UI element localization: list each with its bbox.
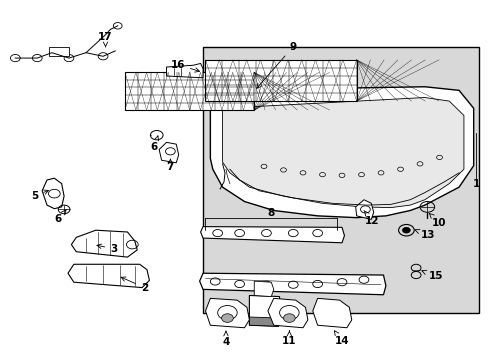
Polygon shape	[68, 264, 149, 288]
Text: 17: 17	[98, 32, 113, 47]
Polygon shape	[166, 63, 203, 78]
Text: 8: 8	[267, 208, 274, 218]
Text: 11: 11	[282, 331, 296, 346]
Bar	[125, 72, 254, 110]
Circle shape	[283, 314, 295, 322]
Circle shape	[402, 227, 409, 233]
Bar	[203, 47, 478, 313]
Polygon shape	[71, 230, 137, 257]
Text: 7: 7	[166, 159, 174, 172]
Text: 1: 1	[471, 179, 479, 189]
Text: 12: 12	[364, 211, 379, 225]
Polygon shape	[199, 273, 385, 295]
Bar	[205, 60, 356, 101]
Text: 5: 5	[31, 190, 48, 201]
Polygon shape	[210, 87, 473, 218]
Polygon shape	[159, 142, 178, 163]
Text: 2: 2	[121, 277, 148, 293]
Text: 15: 15	[421, 270, 442, 281]
Polygon shape	[312, 298, 351, 328]
Text: 13: 13	[414, 229, 435, 240]
Text: 16: 16	[170, 59, 199, 72]
Polygon shape	[267, 298, 307, 328]
Polygon shape	[249, 317, 279, 326]
Circle shape	[217, 306, 237, 320]
Polygon shape	[205, 298, 249, 328]
Circle shape	[279, 306, 299, 320]
Text: 3: 3	[97, 244, 117, 254]
Text: 4: 4	[222, 331, 229, 347]
Text: 14: 14	[334, 331, 348, 346]
Polygon shape	[355, 200, 373, 220]
Polygon shape	[42, 178, 64, 209]
Polygon shape	[222, 98, 463, 208]
Polygon shape	[254, 281, 273, 297]
Polygon shape	[249, 296, 279, 326]
Text: 9: 9	[256, 42, 296, 88]
Text: 6: 6	[150, 136, 158, 152]
Circle shape	[221, 314, 233, 322]
Polygon shape	[200, 226, 344, 243]
Polygon shape	[49, 47, 69, 56]
Text: 6: 6	[55, 210, 66, 224]
Text: 10: 10	[428, 213, 446, 228]
